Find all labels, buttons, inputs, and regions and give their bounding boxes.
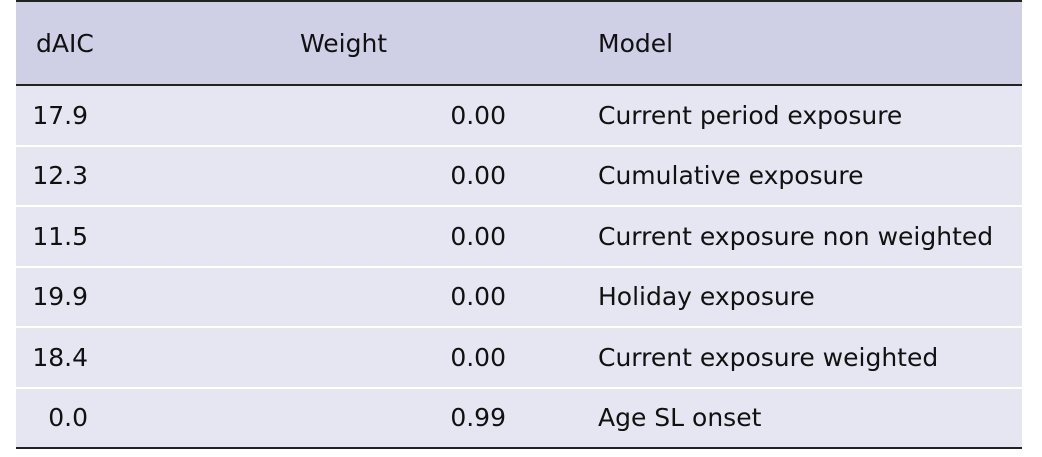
table-body: 17.9 0.00 Current period exposure 12.3 0… <box>16 85 1022 449</box>
table-row: 18.4 0.00 Current exposure weighted <box>16 327 1022 389</box>
cell-weight: 0.00 <box>146 145 591 207</box>
cell-model: Current exposure non weighted <box>591 206 1022 268</box>
cell-weight: 0.00 <box>146 266 591 328</box>
cell-model: Current period exposure <box>591 85 1022 147</box>
cell-daic: 0.0 <box>16 387 146 449</box>
cell-weight: 0.00 <box>146 85 591 147</box>
cell-weight: 0.00 <box>146 206 591 268</box>
model-comparison-table-container: dAIC Weight Model 17.9 0.00 Current peri… <box>16 0 1022 457</box>
cell-daic: 17.9 <box>16 85 146 147</box>
table-row: 12.3 0.00 Cumulative exposure <box>16 145 1022 207</box>
cell-model: Current exposure weighted <box>591 327 1022 389</box>
cell-model: Age SL onset <box>591 387 1022 449</box>
table-row: 19.9 0.00 Holiday exposure <box>16 266 1022 328</box>
header-row: dAIC Weight Model <box>16 0 1022 86</box>
cell-daic: 18.4 <box>16 327 146 389</box>
cell-daic: 19.9 <box>16 266 146 328</box>
cell-model: Holiday exposure <box>591 266 1022 328</box>
header-daic: dAIC <box>16 0 146 86</box>
table-row: 11.5 0.00 Current exposure non weighted <box>16 206 1022 268</box>
cell-daic: 12.3 <box>16 145 146 207</box>
header-model: Model <box>591 0 1022 86</box>
header-weight: Weight <box>146 0 591 86</box>
cell-daic: 11.5 <box>16 206 146 268</box>
table-row: 0.0 0.99 Age SL onset <box>16 387 1022 449</box>
cell-weight: 0.00 <box>146 327 591 389</box>
table-row: 17.9 0.00 Current period exposure <box>16 85 1022 147</box>
cell-model: Cumulative exposure <box>591 145 1022 207</box>
table-header: dAIC Weight Model <box>16 0 1022 86</box>
cell-weight: 0.99 <box>146 387 591 449</box>
model-comparison-table: dAIC Weight Model 17.9 0.00 Current peri… <box>16 0 1022 449</box>
